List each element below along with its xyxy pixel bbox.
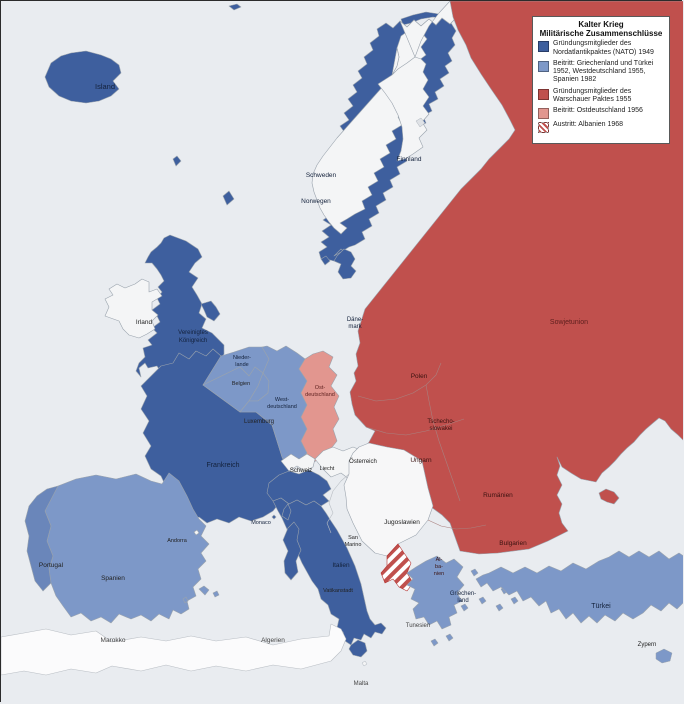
svg-text:Rumänien: Rumänien [483, 492, 513, 499]
svg-text:Griechen-: Griechen- [450, 591, 476, 597]
svg-text:Marokko: Marokko [101, 637, 126, 644]
svg-text:Norwegen: Norwegen [301, 198, 331, 205]
svg-text:Österreich: Österreich [349, 458, 377, 465]
svg-text:Sowjetunion: Sowjetunion [550, 319, 588, 326]
svg-text:slowakei: slowakei [429, 426, 452, 432]
svg-text:Nieder-: Nieder- [233, 355, 251, 361]
svg-text:Tunesien: Tunesien [406, 623, 430, 629]
svg-text:Irland: Irland [136, 319, 153, 326]
svg-text:Monaco: Monaco [251, 520, 271, 526]
svg-text:Zypern: Zypern [638, 642, 657, 648]
svg-text:Marino: Marino [345, 542, 362, 548]
svg-text:lande: lande [235, 362, 248, 368]
svg-text:Ost-: Ost- [315, 385, 326, 391]
svg-text:Portugal: Portugal [39, 562, 64, 569]
svg-text:Algerien: Algerien [261, 637, 285, 644]
svg-text:nien: nien [434, 571, 444, 577]
svg-text:Königreich: Königreich [179, 338, 207, 344]
svg-text:Al-: Al- [436, 557, 443, 563]
svg-text:Frankreich: Frankreich [206, 462, 239, 469]
svg-text:Belgien: Belgien [232, 381, 250, 387]
svg-text:Italien: Italien [332, 562, 350, 569]
svg-text:land: land [457, 598, 468, 604]
svg-text:Vatikanstadt: Vatikanstadt [323, 588, 353, 594]
svg-text:Finnland: Finnland [397, 156, 422, 163]
svg-text:Polen: Polen [411, 373, 428, 380]
svg-text:deutschland: deutschland [305, 392, 335, 398]
svg-text:Tschecho-: Tschecho- [427, 419, 454, 425]
svg-text:Spanien: Spanien [101, 575, 125, 582]
svg-text:West-: West- [275, 397, 289, 403]
svg-text:Schweiz: Schweiz [290, 468, 312, 474]
svg-text:San: San [348, 535, 358, 541]
svg-text:Däne-: Däne- [347, 317, 363, 323]
svg-text:Jugoslawien: Jugoslawien [384, 519, 420, 526]
svg-text:Liecht: Liecht [320, 466, 335, 472]
svg-text:ba-: ba- [435, 564, 443, 570]
svg-text:mark: mark [348, 324, 362, 330]
svg-text:Island: Island [95, 82, 115, 91]
svg-text:Vereinigtes: Vereinigtes [178, 330, 208, 336]
svg-text:Bulgarien: Bulgarien [499, 540, 527, 547]
svg-text:Ungarn: Ungarn [410, 457, 432, 464]
svg-text:deutschland: deutschland [267, 404, 297, 410]
svg-text:Andorra: Andorra [167, 538, 188, 544]
svg-text:Luxemburg: Luxemburg [244, 419, 274, 425]
svg-text:Türkei: Türkei [591, 603, 611, 610]
svg-text:Malta: Malta [354, 681, 369, 687]
svg-text:Schweden: Schweden [306, 172, 337, 179]
